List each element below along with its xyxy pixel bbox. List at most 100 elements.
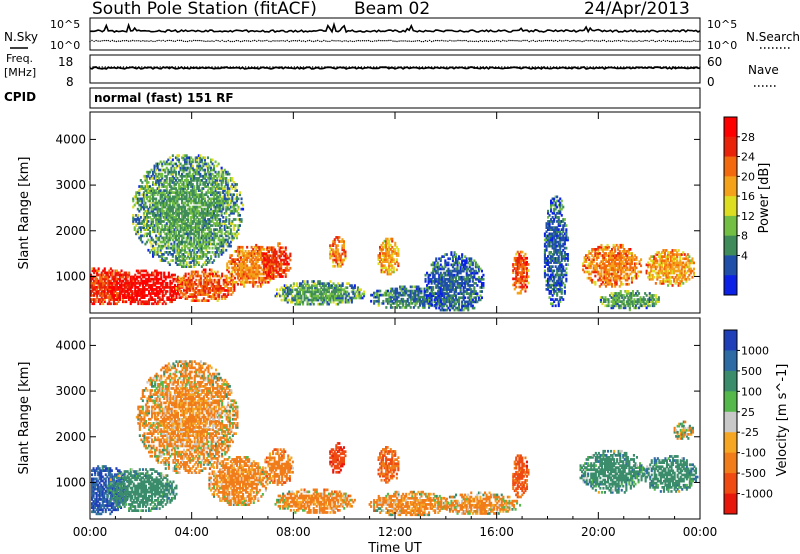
power-cell <box>214 183 217 186</box>
power-cell <box>105 288 108 291</box>
power-cell <box>102 269 105 273</box>
nave-dot <box>424 66 427 68</box>
power-cell <box>152 218 155 221</box>
power-cell <box>213 211 216 215</box>
power-cell <box>197 205 200 209</box>
power-cell <box>238 224 241 227</box>
search-noise-dot <box>597 40 599 42</box>
power-cell <box>194 218 197 221</box>
power-cell <box>210 257 213 260</box>
power-cell <box>117 281 120 285</box>
power-cell <box>93 283 96 287</box>
power-cell <box>188 224 191 227</box>
power-cell <box>216 274 219 278</box>
power-cell <box>253 274 256 278</box>
power-cell <box>173 216 176 219</box>
power-cell <box>289 252 292 256</box>
power-cell <box>173 170 176 174</box>
power-cell <box>191 207 194 211</box>
power-cell <box>151 288 154 291</box>
power-cell <box>136 232 139 236</box>
power-cell <box>255 245 258 249</box>
power-cell <box>216 246 219 250</box>
power-cell <box>225 238 228 242</box>
power-cell <box>111 269 114 273</box>
power-cell <box>150 201 153 205</box>
power-cell <box>271 269 274 272</box>
power-cell <box>214 201 217 205</box>
power-cell <box>191 164 194 168</box>
search-noise-dot <box>579 40 581 42</box>
power-cell <box>278 246 281 250</box>
power-cell <box>194 201 197 205</box>
power-cell <box>216 197 219 201</box>
power-cell <box>154 292 157 295</box>
power-cell <box>253 270 256 274</box>
search-noise-dot <box>396 40 398 43</box>
power-cell <box>193 295 196 298</box>
search-noise-dot <box>544 39 547 42</box>
power-cell <box>262 272 265 276</box>
power-cell <box>197 189 200 192</box>
power-cell <box>165 177 168 180</box>
power-cell <box>164 244 167 248</box>
power-cell <box>145 174 148 178</box>
power-cell <box>269 258 272 262</box>
power-cell <box>161 185 164 188</box>
power-cell <box>205 207 208 211</box>
power-cell <box>135 193 138 197</box>
search-noise-dot <box>554 39 557 42</box>
power-cell <box>184 255 187 258</box>
power-cell <box>196 164 199 168</box>
power-cell <box>278 262 281 266</box>
power-cell <box>256 254 259 257</box>
power-cell <box>167 205 170 209</box>
power-cell <box>165 257 168 260</box>
power-cell <box>156 238 159 242</box>
search-noise-dot <box>339 40 341 42</box>
power-cell <box>179 168 182 172</box>
search-noise-dot <box>626 40 628 42</box>
power-cell <box>176 257 179 260</box>
power-cell <box>210 242 213 246</box>
power-cell <box>216 278 219 282</box>
power-cell <box>167 197 170 201</box>
power-cell <box>175 292 178 295</box>
power-cell <box>206 156 209 160</box>
power-cell <box>247 274 250 278</box>
power-cell <box>159 222 162 225</box>
power-cell <box>143 275 146 279</box>
power-cell <box>193 291 196 294</box>
power-cell <box>145 214 148 217</box>
power-cell <box>280 269 283 272</box>
power-cell <box>182 240 185 244</box>
power-cell <box>659 275 662 279</box>
power-cell <box>144 193 147 197</box>
power-cell <box>164 195 167 199</box>
power-cell <box>148 302 151 306</box>
power-cell <box>132 300 135 304</box>
nave-dot <box>641 66 643 68</box>
power-cell <box>145 197 148 201</box>
power-cell <box>155 222 158 225</box>
power-cell <box>202 222 205 225</box>
power-cell <box>100 271 103 275</box>
search-noise-dot <box>477 40 480 43</box>
power-cell <box>158 271 161 275</box>
nave-dot <box>397 66 399 68</box>
power-cell <box>158 298 161 301</box>
power-cell <box>147 170 150 174</box>
power-cell <box>210 158 213 162</box>
power-cell <box>202 289 205 292</box>
power-cell <box>100 273 103 277</box>
search-noise-dot <box>252 40 254 42</box>
power-cell <box>184 185 187 188</box>
power-cell <box>253 266 256 270</box>
power-cell <box>202 226 205 229</box>
power-cell <box>155 275 158 279</box>
power-cell <box>141 205 144 209</box>
power-cell <box>184 179 187 182</box>
power-cell <box>256 245 259 249</box>
power-cell <box>136 214 139 217</box>
power-cell <box>158 179 161 182</box>
